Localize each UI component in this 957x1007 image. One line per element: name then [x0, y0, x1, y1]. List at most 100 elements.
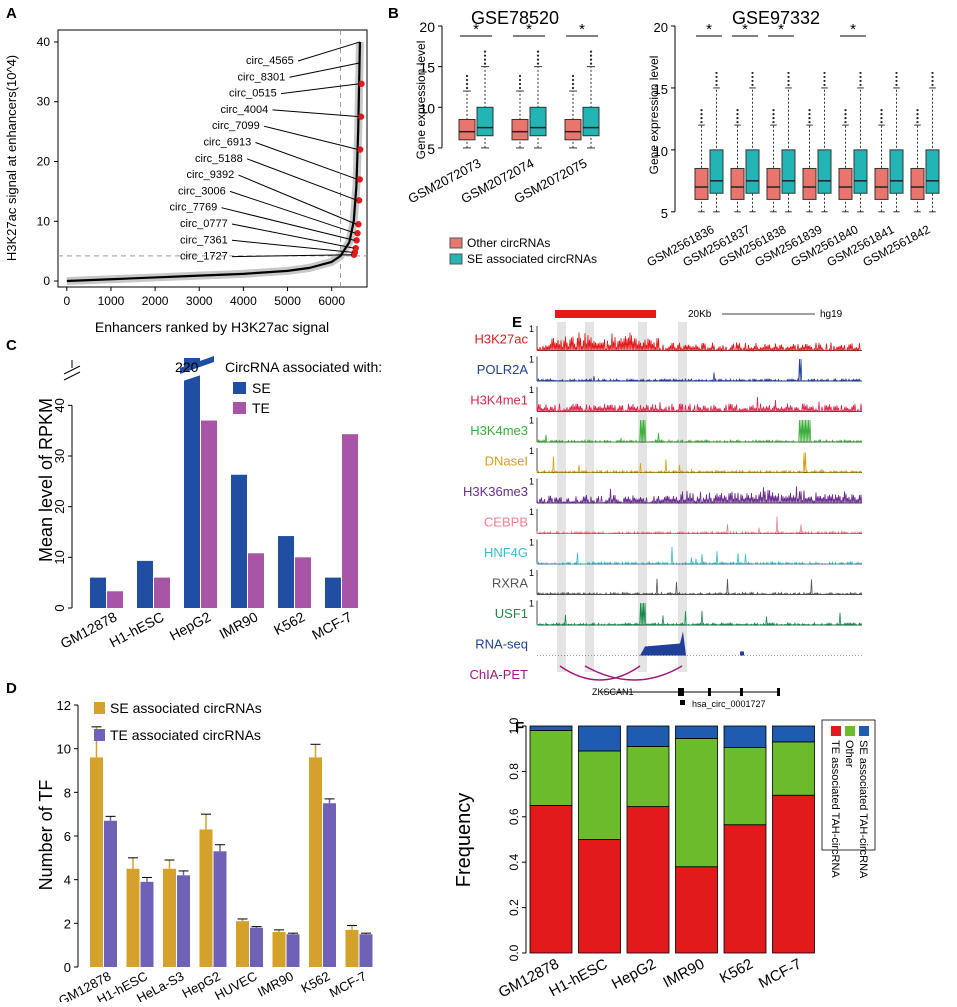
outlier [700, 112, 703, 116]
category-label: MCF-7 [327, 968, 369, 1000]
legend-label-se: SE [252, 380, 271, 396]
legend-label-other: Other [843, 740, 855, 768]
box-se [709, 149, 724, 194]
bar-se [184, 358, 200, 608]
category-label: H1-hESC [107, 609, 167, 651]
outlier [859, 83, 862, 87]
bar-te [104, 820, 117, 967]
stack-segment [626, 725, 670, 747]
category-label: K562 [717, 956, 756, 987]
panel-a: A 0 1000 2000 3000 4000 5000 6000 0 10 20 30 40 Enh… [4, 5, 368, 335]
outlier [823, 83, 826, 87]
stack-segment [772, 725, 815, 743]
circ-label: circ_4565 [246, 55, 294, 67]
outlier [823, 75, 826, 79]
super-enhancer-bar [555, 310, 656, 318]
bar-se [278, 536, 294, 608]
stack-segment [578, 750, 621, 840]
y-tick-label: 10 [37, 214, 51, 228]
outlier [844, 108, 847, 112]
outlier [844, 120, 847, 124]
stack-segment [675, 725, 718, 739]
sig-star: * [850, 21, 856, 38]
bar-te [107, 591, 123, 608]
stack-segment [626, 806, 670, 954]
box-se [889, 149, 904, 194]
signal-track [536, 578, 863, 596]
bar-te [250, 927, 263, 967]
bar-se [163, 868, 176, 967]
track-label: H3K27ac [475, 332, 529, 347]
panel-e-gene: ZKSCAN1 [592, 687, 634, 697]
outlier [772, 108, 775, 112]
circ-label: circ_7099 [212, 120, 260, 132]
exon [777, 688, 780, 696]
y-tick-label: 5 [661, 206, 668, 221]
track-scale: 1 [529, 477, 534, 487]
circ-leader [255, 142, 358, 180]
circ-label: circ_8301 [238, 71, 286, 83]
sig-star: * [526, 21, 532, 38]
sig-star: * [742, 21, 748, 38]
x-tick-label: 1000 [98, 294, 125, 308]
box-other [564, 118, 582, 141]
box-other [838, 167, 853, 200]
outlier [751, 79, 754, 83]
outlier [736, 116, 739, 120]
outlier [895, 71, 898, 75]
bar-te [248, 553, 264, 608]
sig-star: * [706, 21, 712, 38]
outlier [536, 62, 540, 65]
outlier [571, 74, 575, 78]
outlier [931, 71, 934, 75]
y-tick-label: 40 [52, 398, 67, 412]
box-se [925, 149, 940, 194]
exon [678, 688, 684, 696]
outlier [916, 116, 919, 120]
sig-star: * [778, 21, 784, 38]
track-label: H3K4me1 [470, 393, 528, 408]
panel-b-right-title: GSE97332 [732, 8, 820, 28]
y-tick-label: 12 [57, 698, 71, 713]
outlier [700, 116, 703, 120]
box-se [853, 149, 868, 194]
outlier [772, 120, 775, 124]
rnaseq-signal [740, 651, 744, 656]
panel-a-frame [57, 29, 368, 288]
bar-break [180, 356, 228, 382]
category-label: K562 [271, 608, 308, 638]
outlier [715, 71, 718, 75]
panel-e-circ: hsa_circ_0001727 [692, 699, 766, 709]
outlier [571, 82, 575, 86]
bar-se [90, 757, 103, 967]
highlight-column [638, 322, 647, 672]
circ-leader [231, 223, 354, 249]
bar-se [90, 577, 106, 608]
outlier [518, 78, 522, 82]
legend-label-se: SE associated circRNAs [467, 252, 597, 266]
box-other [910, 167, 925, 200]
outlier [571, 78, 575, 82]
track-scale: 1 [529, 599, 534, 609]
outlier [880, 108, 883, 112]
bar-te [177, 875, 190, 967]
stack-segment [723, 747, 767, 826]
panel-b-label: B [388, 5, 399, 22]
outlier [751, 71, 754, 75]
y-tick-label: 0.4 [507, 854, 521, 871]
circ-label: circ_7361 [180, 234, 228, 246]
bar-se [309, 757, 322, 967]
track-scale: 1 [529, 324, 534, 334]
panel-d: D Number of TF 024681012GM12878H1-hESCHe… [6, 680, 373, 1007]
exon [708, 688, 711, 696]
y-tick-label: 20 [419, 19, 435, 35]
bar-te [201, 420, 217, 608]
track-label: ChIA-PET [469, 667, 528, 682]
box-se [476, 106, 494, 137]
x-tick-label: 3000 [186, 294, 213, 308]
outlier [700, 120, 703, 124]
outlier [736, 108, 739, 112]
stack-segment [578, 839, 621, 954]
outlier [787, 83, 790, 87]
bar-break-cap [180, 356, 214, 374]
